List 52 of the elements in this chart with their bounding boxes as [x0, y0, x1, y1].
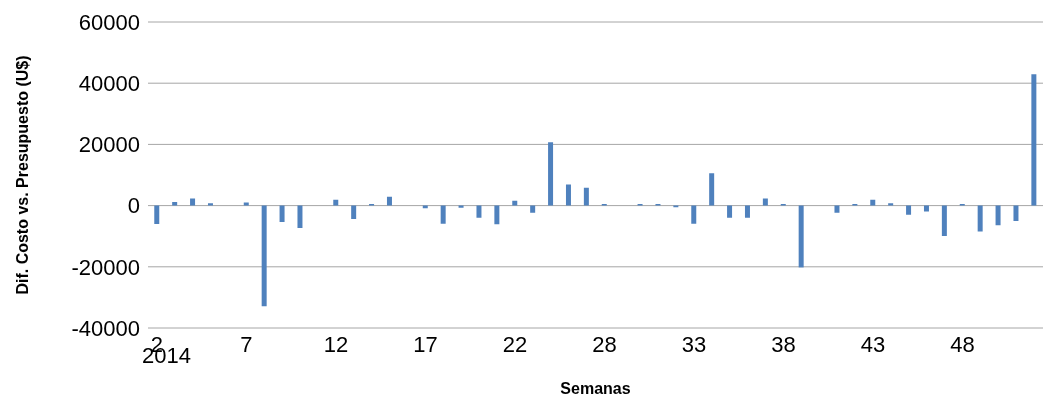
- bar: [834, 205, 840, 213]
- y-tick-label: 0: [127, 193, 140, 219]
- y-tick-label: -40000: [71, 315, 140, 341]
- bar: [1031, 74, 1037, 206]
- bar: [243, 202, 249, 206]
- bar: [1013, 205, 1019, 221]
- bar: [386, 196, 392, 206]
- bar: [548, 142, 554, 206]
- bar: [530, 205, 536, 213]
- bar: [494, 205, 500, 225]
- x-tick-label: 43: [860, 331, 886, 357]
- bar: [261, 205, 267, 307]
- bar: [941, 205, 947, 236]
- bar: [798, 205, 804, 268]
- bar: [995, 205, 1001, 226]
- bar: [154, 205, 160, 224]
- bar: [977, 205, 983, 232]
- x-tick-label: 33: [681, 331, 707, 357]
- x-tick-label: 28: [592, 331, 617, 357]
- x-tick-label: 48: [950, 331, 975, 357]
- y-tick-label: 60000: [78, 9, 140, 35]
- bar: [458, 205, 464, 208]
- bar: [888, 203, 894, 206]
- bar: [440, 205, 446, 224]
- bar: [709, 173, 715, 206]
- bar: [870, 199, 876, 206]
- y-tick-label: 20000: [78, 132, 140, 158]
- x-tick-label: 7: [240, 331, 253, 357]
- bar: [207, 203, 213, 206]
- bar: [727, 205, 733, 218]
- bar: [279, 205, 285, 223]
- y-tick-label: 40000: [78, 71, 140, 97]
- x-tick-label: 17: [413, 331, 438, 357]
- x-tick-label: 12: [323, 331, 349, 357]
- bar: [297, 205, 303, 228]
- x-tick-label: 22: [502, 331, 528, 357]
- bar: [351, 205, 357, 220]
- x-axis-title: Semanas: [560, 380, 631, 397]
- bar: [762, 198, 768, 206]
- bar: [172, 201, 178, 206]
- bar: [691, 205, 697, 224]
- bar: [476, 205, 482, 218]
- bar: [583, 187, 589, 206]
- bar: [512, 200, 518, 206]
- y-axis-title: Dif. Costo vs. Presupuesto (U$): [13, 55, 31, 295]
- y-tick-label: -20000: [71, 254, 140, 280]
- bar: [906, 205, 912, 215]
- bar: [333, 199, 339, 206]
- bar: [744, 205, 750, 218]
- bar: [565, 184, 571, 206]
- x-tick-label: 38: [771, 331, 796, 357]
- bar: [190, 198, 196, 206]
